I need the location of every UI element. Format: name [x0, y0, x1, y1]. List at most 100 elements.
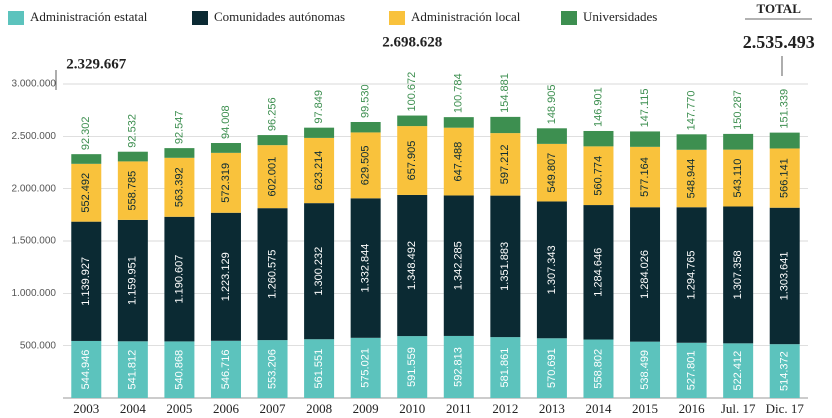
bar-segment: [723, 133, 754, 150]
legend-swatch: [389, 11, 405, 25]
x-tick-label: 2013: [539, 401, 565, 416]
x-tick-label: 2011: [446, 401, 472, 416]
legend-label: Universidades: [583, 9, 657, 24]
annotation: 2.698.628: [382, 34, 442, 50]
value-label: 552.492: [80, 173, 92, 213]
annotation: TOTAL: [757, 1, 802, 16]
bar-segment: [304, 203, 335, 340]
value-label: 147.770: [686, 91, 698, 131]
x-tick-label: 2003: [73, 401, 99, 416]
bar-segment: [723, 206, 754, 344]
y-tick-label: 1.000.000: [12, 288, 57, 299]
bar-segment: [210, 143, 241, 153]
bar-segment: [71, 221, 102, 341]
value-label: 546.716: [220, 350, 232, 390]
value-label: 1.284.646: [592, 248, 604, 297]
bar-segment: [397, 194, 428, 337]
x-tick-label: 2015: [632, 401, 658, 416]
value-label: 1.348.492: [406, 241, 418, 290]
bar-segment: [536, 201, 567, 339]
legend-swatch: [561, 11, 577, 25]
bar-segment: [630, 146, 661, 208]
y-tick-label: 3.000.000: [12, 79, 57, 90]
bar-segment: [117, 161, 148, 220]
value-label: 538.499: [639, 350, 651, 390]
value-label: 540.868: [173, 350, 185, 390]
value-label: 543.110: [732, 159, 744, 198]
bar-segment: [536, 128, 567, 144]
x-tick-label: 2010: [399, 401, 425, 416]
value-label: 581.861: [499, 348, 511, 388]
bar-segment: [490, 195, 521, 338]
value-label: 1.260.575: [266, 250, 278, 299]
x-tick-label: 2009: [353, 401, 379, 416]
value-label: 1.300.232: [313, 247, 325, 296]
x-tick-label: 2007: [260, 401, 287, 416]
bar-segment: [71, 154, 102, 164]
y-tick-label: 1.500.000: [12, 236, 57, 247]
value-label: 657.905: [406, 141, 418, 181]
value-label: 592.813: [453, 347, 465, 387]
bar-segment: [164, 157, 195, 217]
value-label: 597.212: [499, 144, 511, 184]
bar-segment: [443, 335, 474, 398]
bar-segment: [676, 149, 707, 208]
value-label: 1.284.026: [639, 250, 651, 299]
bar-segment: [583, 339, 614, 398]
bar-segment: [583, 130, 614, 147]
bar-segment: [304, 127, 335, 138]
value-label: 558.785: [127, 171, 139, 211]
bar-segment: [117, 151, 148, 162]
value-label: 1.139.927: [80, 257, 92, 306]
value-label: 92.547: [173, 110, 185, 144]
bar-segment: [676, 342, 707, 398]
value-label: 572.319: [220, 163, 232, 203]
bar-segment: [350, 132, 381, 199]
bar-segment: [257, 340, 288, 398]
x-tick-label: 2016: [679, 401, 706, 416]
bar-segment: [490, 116, 521, 134]
value-label: 549.807: [546, 153, 558, 193]
value-label: 1.223.129: [220, 252, 232, 301]
value-label: 1.351.883: [499, 242, 511, 291]
bar-segment: [769, 132, 800, 149]
value-label: 1.332.844: [360, 244, 372, 293]
value-label: 514.372: [779, 351, 791, 391]
bar-segment: [583, 146, 614, 206]
bar-segment: [117, 341, 148, 398]
x-tick-label: Jul. 17: [721, 401, 756, 416]
bar-segment: [443, 195, 474, 336]
value-label: 548.944: [686, 159, 698, 199]
bar-segment: [536, 143, 567, 202]
value-label: 92.532: [127, 114, 139, 148]
legend-swatch: [192, 11, 208, 25]
y-tick-label: 2.000.000: [12, 183, 57, 194]
bar-segment: [443, 127, 474, 196]
bar-segment: [257, 208, 288, 341]
bar-segment: [676, 207, 707, 343]
value-label: 99.530: [360, 84, 372, 118]
value-label: 629.505: [360, 145, 372, 185]
bar-segment: [630, 207, 661, 342]
value-label: 154.881: [499, 73, 511, 113]
value-label: 96.256: [266, 97, 278, 131]
value-label: 560.774: [592, 156, 604, 196]
bar-segment: [257, 135, 288, 146]
bar-segment: [164, 216, 195, 342]
bar-segment: [350, 337, 381, 398]
value-label: 100.672: [406, 72, 418, 112]
value-label: 577.164: [639, 157, 651, 197]
bar-segment: [630, 131, 661, 147]
bar-segment: [164, 341, 195, 398]
value-label: 544.946: [80, 350, 92, 390]
x-tick-label: 2008: [306, 401, 332, 416]
bar-segment: [164, 148, 195, 158]
value-label: 94.008: [220, 105, 232, 139]
value-label: 566.141: [779, 158, 791, 198]
value-label: 570.691: [546, 348, 558, 388]
value-label: 1.190.607: [173, 255, 185, 304]
x-tick-label: 2004: [120, 401, 147, 416]
value-label: 150.287: [732, 90, 744, 130]
value-label: 558.802: [592, 349, 604, 389]
